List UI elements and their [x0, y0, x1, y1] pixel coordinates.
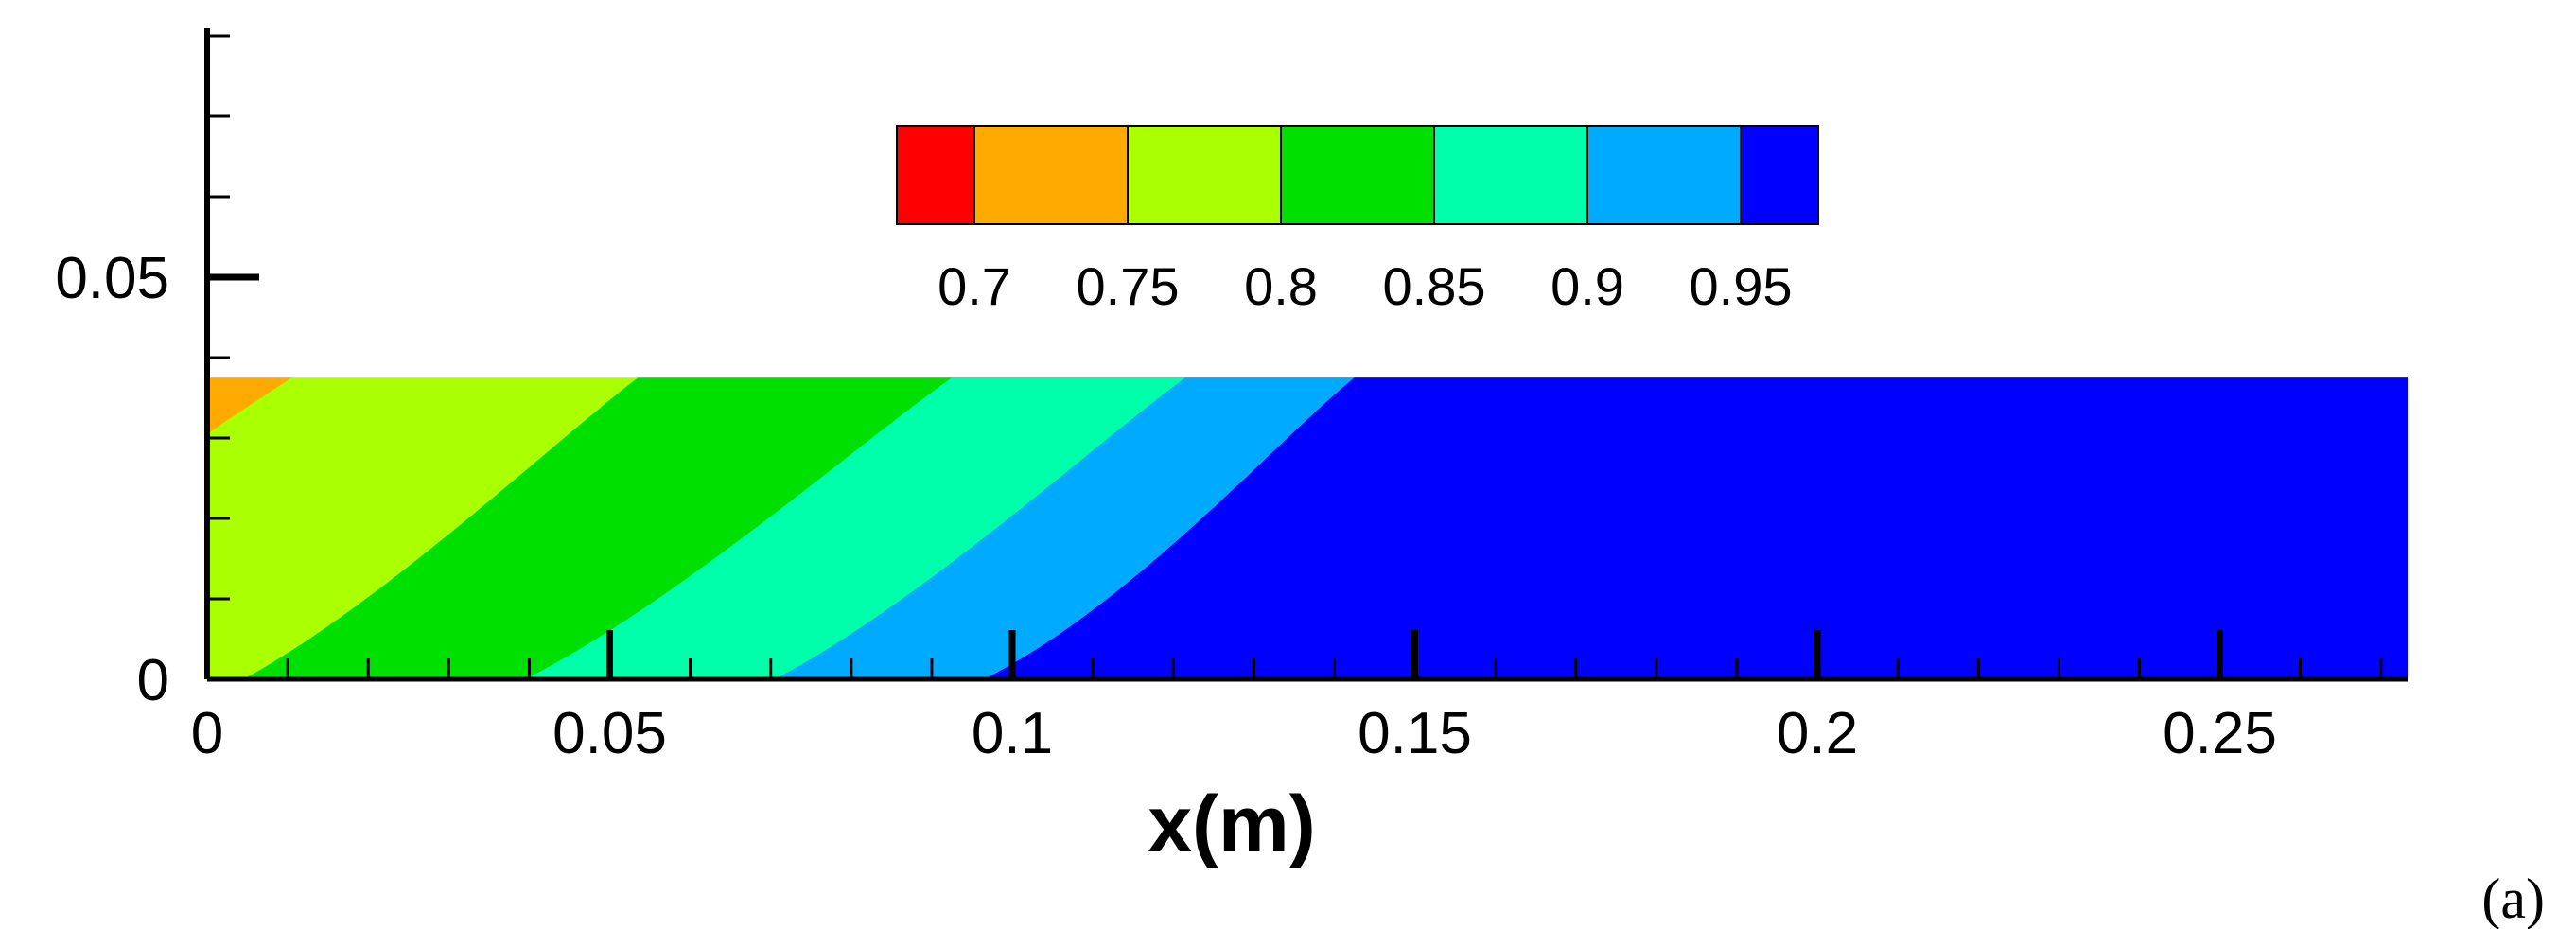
colorbar-label: 0.8 — [1244, 256, 1318, 316]
colorbar-label: 0.9 — [1551, 256, 1624, 316]
contour-fill — [207, 377, 2409, 679]
colorbar-swatch — [1586, 125, 1742, 225]
x-tick-label: 0.05 — [552, 701, 667, 766]
axes: 0 0.05 0.1 0.15 0.2 0.25 0 0.05 — [55, 28, 2408, 766]
y-tick-label: 0.05 — [55, 246, 169, 311]
x-tick-label: 0 — [191, 701, 223, 766]
x-tick-label: 0.25 — [2163, 701, 2277, 766]
colorbar: 0.7 0.75 0.8 0.85 0.9 0.95 — [896, 125, 1819, 316]
colorbar-label: 0.85 — [1383, 256, 1486, 316]
colorbar-swatch — [1740, 125, 1819, 225]
colorbar-swatch — [896, 125, 975, 225]
contour-band-0.95 — [984, 377, 2408, 679]
x-tick-label: 0.2 — [1777, 701, 1858, 766]
colorbar-label: 0.75 — [1077, 256, 1180, 316]
colorbar-swatch — [1433, 125, 1588, 225]
colorbar-label: 0.7 — [938, 256, 1011, 316]
y-tick-label: 0 — [137, 648, 169, 713]
panel-label: (a) — [2481, 868, 2545, 929]
x-tick-label: 0.15 — [1358, 701, 1472, 766]
colorbar-swatch — [1127, 125, 1282, 225]
colorbar-swatch — [1280, 125, 1435, 225]
colorbar-swatch — [973, 125, 1129, 225]
contour-band-0.7 — [207, 377, 292, 434]
x-axis-label: x(m) — [1148, 780, 1315, 868]
x-tick-label: 0.1 — [972, 701, 1053, 766]
colorbar-label: 0.95 — [1690, 256, 1793, 316]
